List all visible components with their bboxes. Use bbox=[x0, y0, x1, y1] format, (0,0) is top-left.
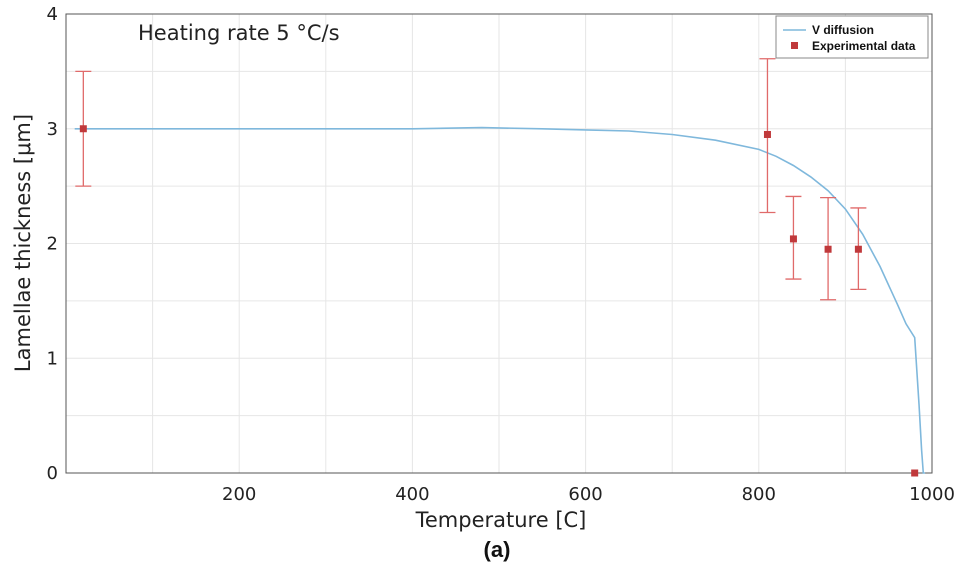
data-marker bbox=[763, 130, 771, 138]
data-marker bbox=[789, 235, 797, 243]
y-axis-label: Lamellae thickness [μm] bbox=[11, 114, 35, 372]
data-point bbox=[75, 70, 92, 187]
legend-box bbox=[775, 15, 929, 59]
annotation: Heating rate 5 °C/s bbox=[138, 21, 340, 45]
x-axis-ticks: 200 400 600 800 1000 bbox=[222, 484, 955, 505]
data-marker bbox=[824, 245, 832, 253]
data-point bbox=[759, 58, 776, 214]
data-marker bbox=[911, 469, 919, 477]
x-tick-label: 600 bbox=[568, 484, 602, 505]
series-line-v-diffusion bbox=[74, 126, 926, 474]
data-marker bbox=[854, 245, 862, 253]
y-tick-label: 1 bbox=[47, 348, 58, 369]
y-tick-label: 4 bbox=[47, 4, 58, 25]
x-tick-label: 1000 bbox=[909, 484, 955, 505]
x-tick-label: 800 bbox=[742, 484, 776, 505]
y-axis-ticks: 0 1 2 3 4 bbox=[47, 4, 58, 484]
x-tick-label: 200 bbox=[222, 484, 256, 505]
legend-label-experimental-data: Experimental data bbox=[812, 39, 916, 53]
y-tick-label: 0 bbox=[47, 463, 58, 484]
figure-caption: (a) bbox=[484, 537, 511, 562]
y-tick-label: 2 bbox=[47, 234, 58, 255]
data-point bbox=[820, 196, 837, 301]
x-tick-label: 400 bbox=[395, 484, 429, 505]
data-point bbox=[911, 469, 919, 477]
legend-swatch-experimental-data bbox=[791, 42, 798, 49]
grid bbox=[66, 14, 932, 473]
series-layer bbox=[74, 58, 926, 477]
data-point bbox=[785, 195, 802, 280]
y-tick-label: 3 bbox=[47, 119, 58, 140]
legend-label-v-diffusion: V diffusion bbox=[812, 23, 874, 37]
data-point bbox=[850, 207, 867, 291]
legend: V diffusion Experimental data bbox=[775, 15, 929, 59]
x-axis-label: Temperature [C] bbox=[415, 508, 587, 532]
data-marker bbox=[79, 125, 87, 133]
plot-frame bbox=[65, 13, 933, 474]
